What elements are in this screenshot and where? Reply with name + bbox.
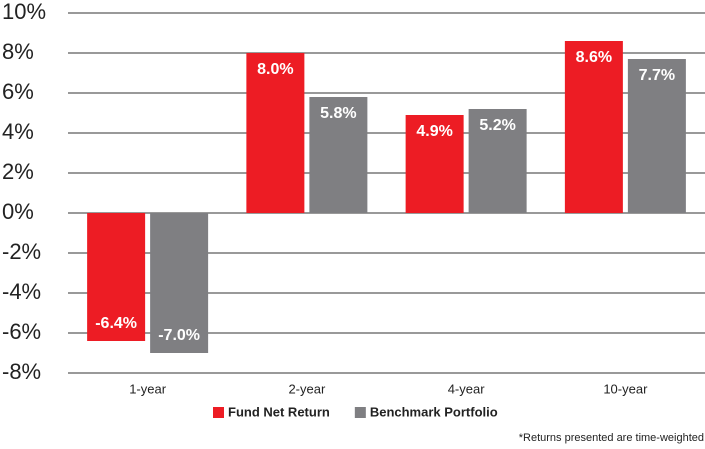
bar — [309, 97, 368, 213]
value-label: -7.0% — [158, 327, 200, 344]
value-label: 4.9% — [416, 123, 452, 140]
bar — [405, 115, 464, 213]
bar — [627, 59, 686, 213]
value-label: 8.0% — [257, 61, 293, 78]
footnote: *Returns presented are time-weighted — [519, 432, 704, 444]
value-label: 8.6% — [576, 49, 612, 66]
bar — [87, 213, 146, 341]
value-label: 5.2% — [479, 117, 515, 134]
legend-swatch — [213, 407, 224, 418]
y-tick-label: 0% — [2, 199, 34, 224]
y-tick-label: 6% — [2, 79, 34, 104]
value-label: -6.4% — [95, 315, 137, 332]
bar — [246, 53, 305, 213]
bar — [468, 109, 527, 213]
x-tick-label: 4-year — [448, 381, 486, 396]
bar — [150, 213, 209, 353]
legend-label: Fund Net Return — [228, 404, 330, 419]
y-tick-label: 4% — [2, 119, 34, 144]
value-label: 5.8% — [320, 105, 356, 122]
legend-label: Benchmark Portfolio — [370, 404, 498, 419]
y-tick-label: 2% — [2, 159, 34, 184]
y-tick-label: -2% — [2, 239, 41, 264]
y-tick-label: -8% — [2, 359, 41, 384]
x-tick-label: 10-year — [603, 381, 648, 396]
legend-swatch — [354, 407, 366, 418]
x-tick-label: 2-year — [288, 381, 326, 396]
y-tick-label: -6% — [2, 319, 41, 344]
y-tick-label: 10% — [2, 0, 46, 24]
x-tick-label: 1-year — [129, 381, 167, 396]
y-tick-label: -4% — [2, 279, 41, 304]
bar — [564, 41, 623, 213]
value-label: 7.7% — [639, 67, 675, 84]
y-tick-label: 8% — [2, 39, 34, 64]
